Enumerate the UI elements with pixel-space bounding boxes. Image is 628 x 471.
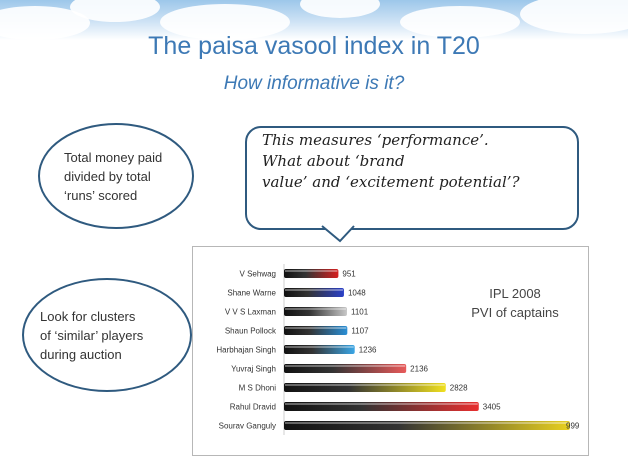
speech-callout: [245, 126, 579, 230]
callout-text: This measures ‘performance’. What about …: [262, 130, 572, 193]
category-label: V Sehwag: [240, 270, 276, 279]
category-label: Yuvraj Singh: [231, 365, 276, 374]
bar-highlight: [285, 365, 406, 367]
value-label: 1101: [351, 308, 369, 317]
chart-annotation-line2: PVI of captains: [471, 305, 559, 320]
category-label: M S Dhoni: [239, 384, 277, 393]
clusters-text: Look for clusters of ‘similar’ players d…: [40, 307, 143, 364]
slide-subtitle: How informative is it?: [223, 73, 405, 94]
value-label: 1107: [351, 327, 369, 336]
bar: [284, 269, 339, 278]
sky-header-band: [0, 0, 628, 40]
bar: [284, 421, 570, 430]
clusters-line: during auction: [40, 347, 122, 362]
value-label: 1236: [359, 346, 377, 355]
category-label: Shane Warne: [227, 289, 276, 298]
bar: [284, 383, 446, 392]
category-label: Shaun Pollock: [225, 327, 277, 336]
slide-title: The paisa vasool index in T20: [148, 32, 480, 60]
clusters-oval: [22, 278, 192, 392]
bar: [284, 307, 347, 316]
bar-highlight: [285, 327, 347, 329]
chart-annotation-line1: IPL 2008: [489, 286, 541, 301]
clusters-line: of ‘similar’ players: [40, 328, 144, 343]
bar-highlight: [285, 308, 346, 310]
definition-oval: [38, 123, 194, 229]
bar-highlight: [285, 422, 569, 424]
category-label: V V S Laxman: [225, 308, 276, 317]
bar-highlight: [285, 403, 478, 405]
bar: [284, 364, 407, 373]
category-label: Rahul Dravid: [230, 403, 276, 412]
callout-line: This measures ‘performance’.: [262, 131, 489, 149]
definition-line: ‘runs’ scored: [64, 188, 138, 203]
callout-line: value’ and ‘excitement potential’?: [262, 173, 520, 191]
definition-line: divided by total: [64, 169, 151, 184]
bar-highlight: [285, 384, 445, 386]
value-label: 1048: [348, 289, 366, 298]
bar: [284, 345, 355, 354]
definition-text: Total money paid divided by total ‘runs’…: [64, 148, 162, 205]
callout-line: What about ‘brand: [262, 152, 405, 170]
chart-annotation: IPL 2008 PVI of captains: [455, 284, 575, 322]
bar-highlight: [285, 346, 354, 348]
bar-highlight: [285, 270, 338, 272]
clusters-line: Look for clusters: [40, 309, 136, 324]
definition-line: Total money paid: [64, 150, 163, 165]
value-label: 2136: [410, 365, 428, 374]
value-label: 951: [342, 270, 356, 279]
category-label: Sourav Ganguly: [219, 422, 276, 431]
value-label: 3405: [483, 403, 501, 412]
value-label: 999: [566, 422, 580, 431]
bar: [284, 288, 344, 297]
value-label: 2828: [450, 384, 468, 393]
callout-tail: [321, 225, 355, 243]
bar: [284, 326, 348, 335]
bar-highlight: [285, 289, 343, 291]
category-label: Harbhajan Singh: [216, 346, 276, 355]
bar: [284, 402, 479, 411]
